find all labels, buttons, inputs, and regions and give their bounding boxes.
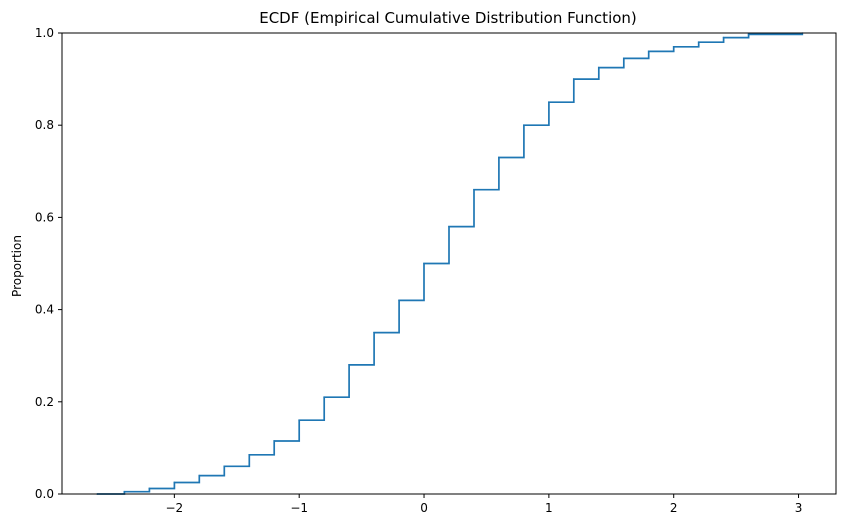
ecdf-point	[423, 262, 425, 265]
ecdf-point	[622, 57, 625, 60]
ecdf-point	[248, 454, 251, 456]
ecdf-point	[473, 188, 475, 191]
ecdf-point	[548, 101, 550, 103]
x-tick-label: −1	[290, 501, 308, 515]
ecdf-point	[498, 156, 500, 159]
ecdf-point	[448, 225, 450, 228]
chart-title: ECDF (Empirical Cumulative Distribution …	[259, 9, 637, 27]
ecdf-point	[747, 33, 750, 36]
ecdf-point	[123, 490, 126, 493]
ecdf-point	[223, 465, 226, 468]
ecdf-point	[672, 46, 675, 48]
ecdf-point	[348, 364, 350, 366]
axes-frame	[61, 32, 837, 495]
plot-area	[61, 32, 837, 495]
y-tick-label: 0.8	[35, 118, 54, 132]
ecdf-point	[148, 487, 151, 490]
ecdf-point	[173, 481, 176, 484]
ecdf-line-0	[97, 33, 804, 495]
ecdf-point	[298, 419, 300, 422]
y-tick-label: 0.4	[35, 303, 54, 317]
y-axis: 0.0 0.2 0.4 0.6 0.8 1.0	[35, 26, 62, 501]
ecdf-point	[273, 440, 276, 442]
ecdf-point	[697, 41, 700, 44]
x-tick-label: 1	[545, 501, 553, 515]
ecdf-point	[373, 331, 375, 334]
x-tick-label: −2	[166, 501, 184, 515]
ecdf-point	[323, 396, 325, 398]
y-tick-label: 0.2	[35, 395, 54, 409]
y-tick-label: 0.0	[35, 487, 54, 501]
x-axis: −2 −1 0 1 2 3	[166, 494, 803, 515]
ecdf-point	[198, 474, 201, 477]
ecdf-point	[573, 78, 575, 80]
x-tick-label: 2	[670, 501, 678, 515]
x-tick-label: 0	[420, 501, 428, 515]
y-tick-label: 1.0	[35, 26, 54, 40]
ecdf-point	[398, 299, 400, 302]
ecdf-point	[598, 66, 600, 69]
ecdf-point	[647, 50, 650, 53]
ecdf-point	[722, 36, 725, 39]
x-tick-label: 3	[795, 501, 803, 515]
y-axis-label: Proportion	[10, 235, 24, 297]
ecdf-point	[523, 124, 525, 126]
y-tick-label: 0.6	[35, 210, 54, 224]
